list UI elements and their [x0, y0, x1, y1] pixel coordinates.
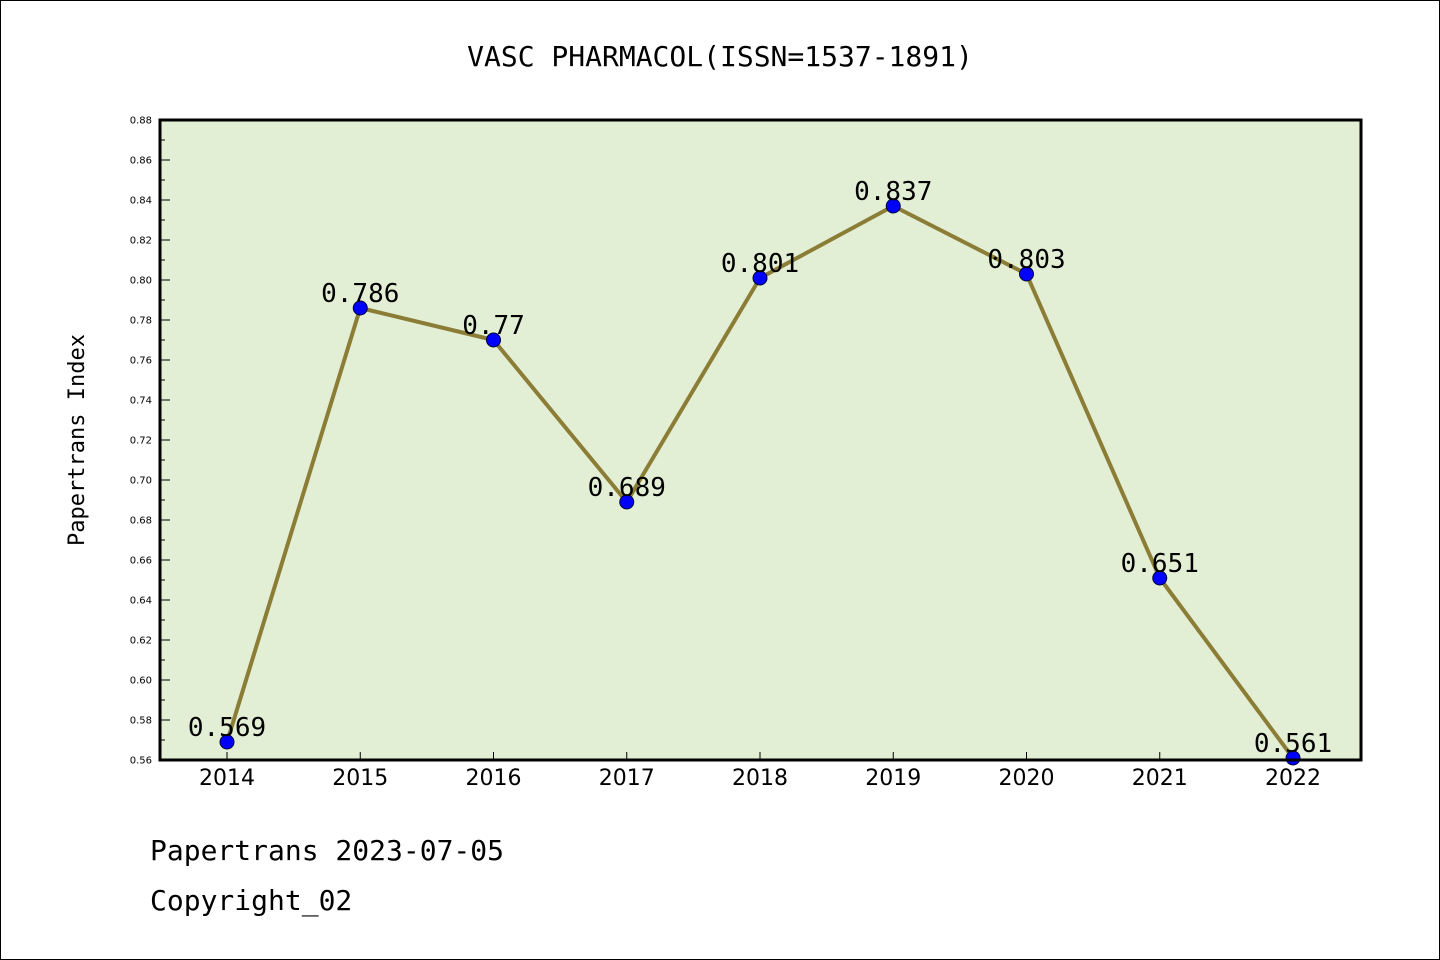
y-tick-label: 0.76 — [130, 356, 152, 367]
x-tick-label: 2016 — [466, 766, 522, 791]
x-tick-label: 2019 — [865, 766, 921, 791]
data-point — [219, 734, 235, 750]
footer-date-line: Papertrans 2023-07-05 — [150, 834, 505, 867]
data-point — [486, 332, 501, 348]
y-tick-label: 0.84 — [130, 196, 152, 207]
data-label: 0.77 — [462, 311, 525, 341]
data-label: 0.689 — [588, 473, 666, 503]
data-point — [352, 300, 368, 316]
axis-ticks: 0.56 0.58 0.60 0.62 0.64 0.66 0.68 0.70 0.72 0.74… — [130, 116, 1321, 792]
x-tick-label: 2021 — [1132, 766, 1188, 791]
data-label: 0.786 — [321, 279, 399, 309]
y-tick-label: 0.70 — [130, 476, 152, 487]
data-point — [885, 198, 901, 214]
y-axis-label: Papertrans Index — [65, 334, 90, 546]
data-label: 0.561 — [1254, 729, 1332, 759]
x-tick-label: 2017 — [599, 766, 655, 791]
data-point — [1019, 266, 1034, 282]
footer-copyright: Copyright_02 — [150, 884, 353, 917]
data-labels: 0.569 0.786 0.77 0.689 0.801 0.837 0.803 0.651 0… — [188, 177, 1332, 759]
data-label: 0.651 — [1121, 549, 1199, 579]
x-tick-label: 2020 — [999, 766, 1055, 791]
y-tick-label: 0.60 — [130, 676, 152, 687]
y-tick-label: 0.62 — [130, 636, 152, 647]
data-label: 0.801 — [721, 249, 799, 279]
y-tick-label: 0.80 — [130, 276, 152, 287]
y-tick-label: 0.58 — [130, 716, 152, 727]
plot-border — [158, 118, 1363, 762]
y-tick-label: 0.78 — [130, 316, 152, 327]
data-points — [219, 198, 1301, 766]
x-tick-label: 2018 — [732, 766, 788, 791]
y-tick-label: 0.64 — [130, 596, 152, 607]
data-label: 0.803 — [987, 245, 1065, 275]
y-tick-label: 0.74 — [130, 396, 152, 407]
data-point — [752, 270, 768, 286]
x-tick-label: 2015 — [332, 766, 388, 791]
y-tick-label: 0.88 — [130, 116, 152, 127]
y-tick-label: 0.68 — [130, 516, 152, 527]
data-label: 0.837 — [854, 177, 932, 207]
y-tick-label: 0.82 — [130, 236, 152, 247]
data-point — [619, 494, 635, 510]
data-point — [1152, 570, 1168, 586]
plot-area — [160, 120, 1361, 760]
chart-title: VASC PHARMACOL(ISSN=1537-1891) — [467, 40, 973, 73]
x-tick-label: 2014 — [199, 766, 255, 791]
y-tick-label: 0.72 — [130, 436, 152, 447]
y-tick-label: 0.56 — [130, 756, 152, 767]
y-tick-label: 0.66 — [130, 556, 152, 567]
y-tick-label: 0.86 — [130, 156, 152, 167]
data-label: 0.569 — [188, 713, 266, 743]
x-tick-label: 2022 — [1265, 766, 1321, 791]
